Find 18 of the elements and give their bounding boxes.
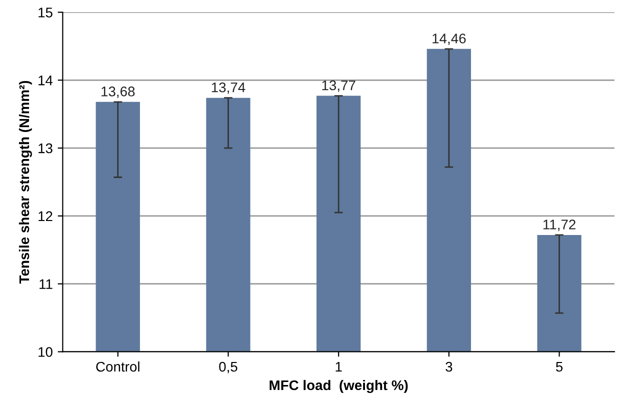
y-tick-label: 12 bbox=[38, 211, 52, 221]
y-tick-label: 15 bbox=[38, 8, 52, 18]
data-label: 14,46 bbox=[432, 34, 466, 46]
data-label: 13,77 bbox=[322, 80, 356, 92]
y-tick-label: 13 bbox=[38, 143, 52, 154]
x-tick-label: 1 bbox=[336, 362, 342, 372]
y-tick-label: 10 bbox=[38, 347, 52, 357]
data-label: 13,68 bbox=[102, 86, 135, 98]
x-tick-label: 0,5 bbox=[219, 362, 238, 374]
data-label: 13,74 bbox=[212, 82, 246, 94]
x-tick-label: 3 bbox=[446, 362, 452, 372]
data-label: 11,72 bbox=[543, 220, 576, 232]
x-tick-label: 5 bbox=[556, 362, 563, 372]
y-tick-label: 14 bbox=[38, 76, 53, 86]
y-axis-title: Tensile shear strength (N/mm²) bbox=[18, 80, 32, 284]
x-axis-title: MFC load (weight %) bbox=[270, 380, 408, 393]
x-tick-label: Control bbox=[96, 361, 140, 372]
y-tick-label: 11 bbox=[40, 279, 52, 289]
